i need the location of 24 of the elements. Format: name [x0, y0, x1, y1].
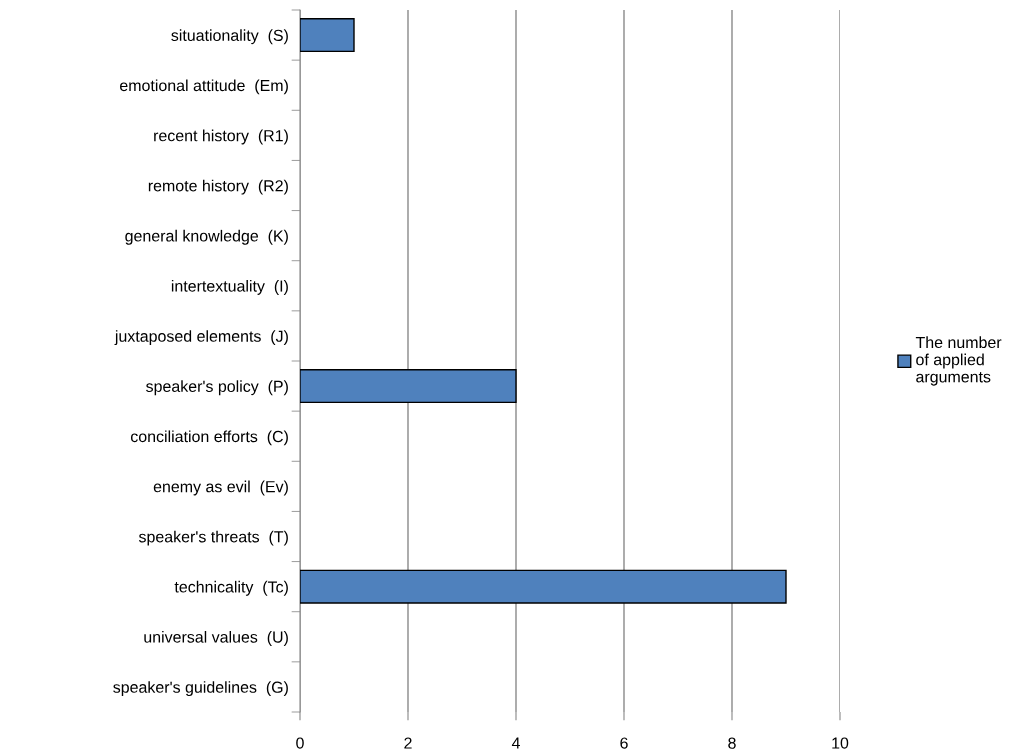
bar [300, 569, 787, 604]
y-tick-label: speaker's guidelines (G) [113, 681, 288, 697]
y-tick-label: emotional attitude (Em) [120, 79, 288, 95]
y-tick-label: recent history (R1) [154, 129, 288, 145]
y-tick-label: juxtaposed elements (J) [114, 330, 288, 346]
y-tick-label: conciliation efforts (C) [130, 430, 288, 446]
bar [300, 369, 517, 404]
y-tick-label: speaker's threats (T) [138, 530, 288, 546]
x-tick-label: 6 [620, 737, 628, 749]
y-tick-label: remote history (R2) [148, 179, 288, 195]
x-tick-label: 4 [511, 737, 520, 749]
y-tick-label: intertextuality (I) [171, 280, 288, 295]
y-tick-label: technicality (Tc) [174, 580, 288, 596]
x-tick-label: 10 [832, 737, 849, 749]
bar [300, 18, 355, 53]
x-tick-label: 2 [404, 737, 412, 749]
y-tick-label: speaker's policy (P) [146, 380, 288, 396]
legend-label: The number of applied arguments [915, 336, 1002, 386]
x-tick-label: 0 [296, 737, 304, 749]
y-tick-label: universal values (U) [144, 631, 288, 646]
x-tick-label: 8 [728, 737, 736, 749]
y-tick-label: general knowledge (K) [125, 229, 288, 245]
y-tick-label: enemy as evil (Ev) [153, 480, 288, 496]
y-tick-label: situationality (S) [171, 29, 288, 45]
